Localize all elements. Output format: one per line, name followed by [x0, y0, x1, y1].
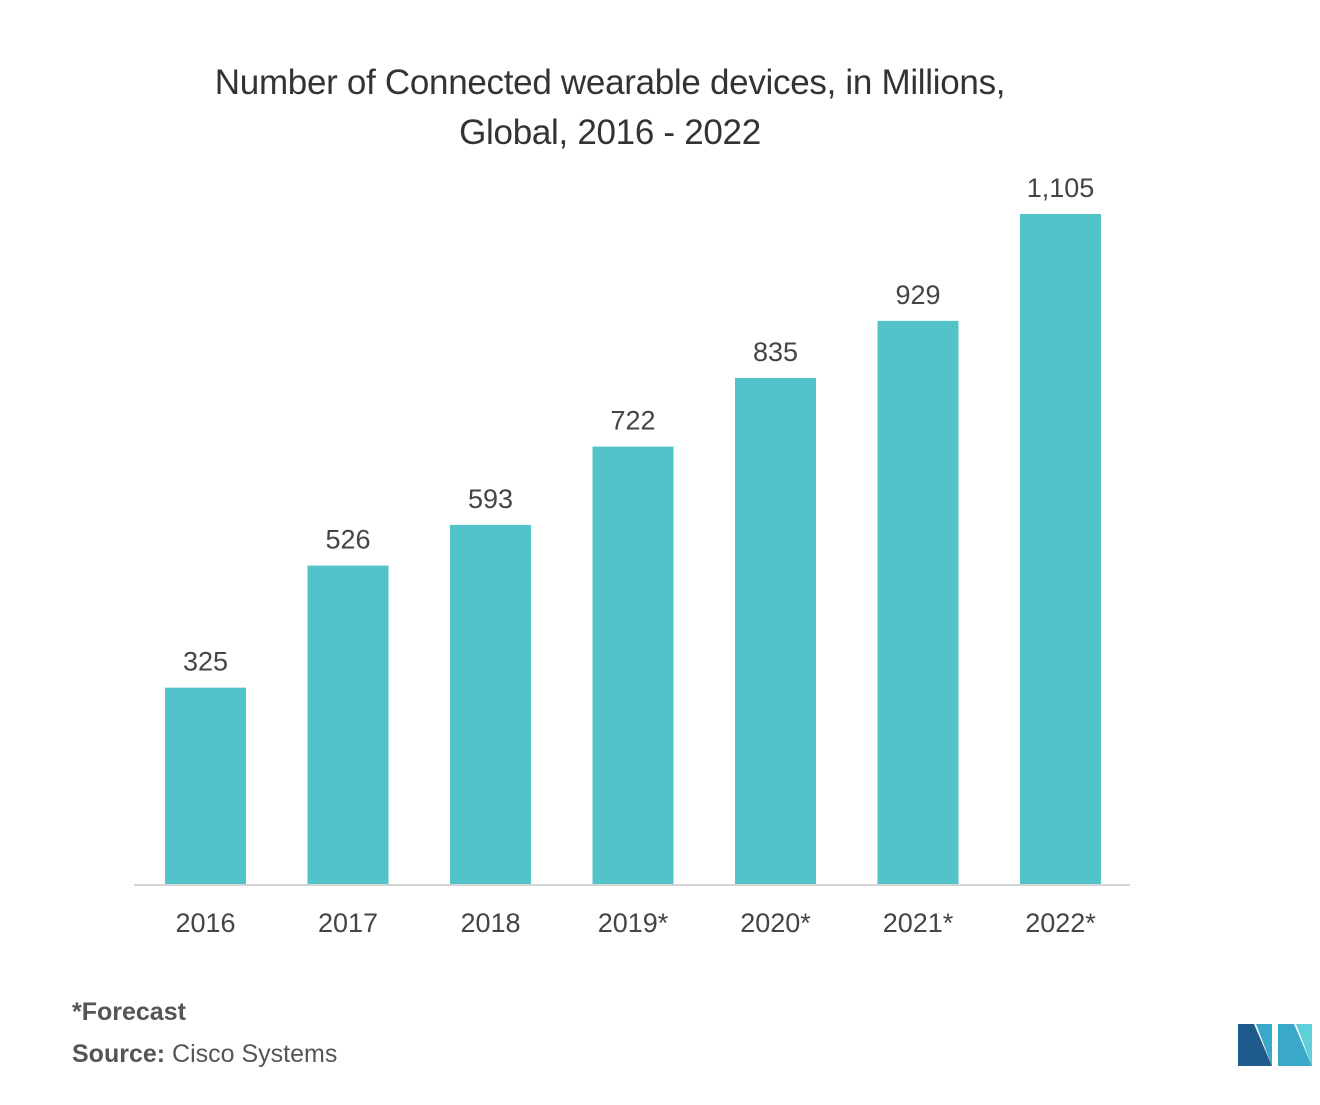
bars-group: [165, 214, 1101, 885]
logo-shape-2: [1256, 1024, 1272, 1066]
bar-2022: [1020, 214, 1101, 885]
x-tick-label-2022: 2022*: [1025, 908, 1096, 938]
logo-shape-1: [1238, 1024, 1272, 1066]
x-tick-label-2021: 2021*: [883, 908, 954, 938]
value-label-2017: 526: [325, 525, 370, 555]
value-label-2019: 722: [610, 406, 655, 436]
chart-title: Number of Connected wearable devices, in…: [60, 58, 1160, 158]
logo-shape-3: [1278, 1024, 1312, 1066]
bar-2020: [735, 377, 816, 885]
source-label: Source:: [72, 1040, 166, 1068]
value-label-2016: 325: [183, 647, 228, 677]
value-labels-group: 325 526 593 722 835 929 1,105: [183, 173, 1094, 677]
logo-shape-4: [1296, 1024, 1312, 1066]
value-label-2020: 835: [753, 337, 798, 367]
value-label-2022: 1,105: [1027, 173, 1095, 203]
chart-title-line-2: Global, 2016 - 2022: [459, 113, 761, 152]
bar-chart: 325 526 593 722 835 929 1,105 2016 2017 2018 2019…: [134, 173, 1130, 938]
forecast-note: *Forecast: [72, 998, 186, 1026]
source-line: Source: Cisco Systems: [72, 1040, 337, 1069]
bar-2019: [592, 446, 674, 885]
source-value: Cisco Systems: [172, 1040, 338, 1068]
bar-2021: [877, 320, 959, 885]
category-labels-group: 2016 2017 2018 2019* 2020* 2021* 2022*: [175, 908, 1096, 938]
value-label-2021: 929: [895, 280, 940, 310]
x-tick-label-2017: 2017: [318, 908, 378, 938]
mordor-intelligence-logo-icon: [1238, 1024, 1312, 1066]
bar-2017: [307, 565, 389, 885]
x-tick-label-2020: 2020*: [740, 908, 811, 938]
chart-title-line-1: Number of Connected wearable devices, in…: [214, 63, 1006, 102]
x-tick-label-2018: 2018: [460, 908, 520, 938]
bar-2016: [165, 687, 246, 885]
bar-2018: [450, 524, 531, 885]
x-tick-label-2019: 2019*: [598, 908, 669, 938]
value-label-2018: 593: [468, 484, 513, 514]
x-tick-label-2016: 2016: [175, 908, 235, 938]
